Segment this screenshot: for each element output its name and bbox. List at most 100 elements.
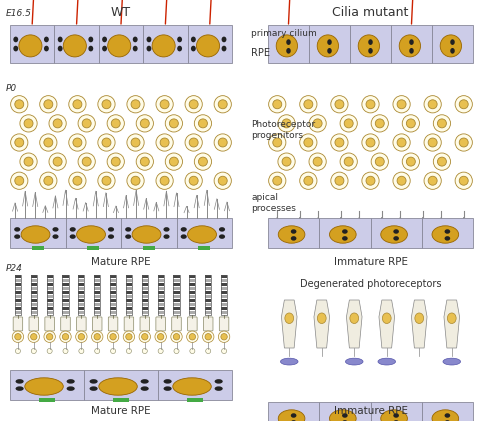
Bar — [142, 307, 147, 310]
Circle shape — [406, 157, 414, 166]
Bar — [94, 303, 100, 306]
Bar — [205, 275, 211, 278]
Circle shape — [218, 331, 229, 342]
Ellipse shape — [163, 379, 171, 384]
Circle shape — [221, 333, 227, 340]
Circle shape — [423, 96, 440, 113]
Bar — [62, 287, 68, 290]
Bar — [142, 291, 147, 294]
Circle shape — [458, 176, 467, 185]
Bar — [431, 25, 472, 63]
Circle shape — [76, 331, 87, 342]
Ellipse shape — [172, 378, 211, 395]
FancyBboxPatch shape — [219, 317, 228, 331]
Bar — [110, 303, 116, 306]
Ellipse shape — [329, 226, 355, 243]
Bar — [221, 283, 226, 286]
Ellipse shape — [89, 386, 98, 391]
Ellipse shape — [44, 37, 49, 42]
Circle shape — [198, 119, 207, 128]
Ellipse shape — [102, 46, 107, 51]
Ellipse shape — [342, 229, 347, 234]
Bar — [94, 275, 100, 315]
Bar — [142, 279, 147, 282]
Bar — [221, 279, 226, 282]
Bar — [15, 311, 21, 314]
Circle shape — [107, 153, 124, 170]
Circle shape — [374, 119, 384, 128]
Circle shape — [308, 153, 325, 170]
Circle shape — [361, 134, 378, 151]
Ellipse shape — [214, 379, 223, 384]
Circle shape — [125, 333, 132, 340]
Bar — [110, 311, 116, 314]
Ellipse shape — [190, 37, 195, 42]
Bar — [157, 295, 163, 298]
Bar — [157, 299, 163, 302]
Bar — [142, 287, 147, 290]
Circle shape — [40, 134, 57, 151]
Bar — [39, 398, 55, 402]
Circle shape — [334, 176, 343, 185]
Bar — [78, 307, 84, 310]
Bar — [31, 307, 37, 310]
Ellipse shape — [367, 48, 372, 54]
Circle shape — [73, 100, 81, 109]
Bar — [46, 287, 53, 290]
Circle shape — [110, 349, 115, 354]
Bar — [15, 287, 21, 290]
Circle shape — [127, 134, 144, 151]
Bar — [221, 299, 226, 302]
Ellipse shape — [392, 420, 398, 421]
Circle shape — [169, 119, 178, 128]
Bar — [205, 287, 211, 290]
Bar — [31, 283, 37, 286]
Bar — [157, 279, 163, 282]
Ellipse shape — [13, 37, 18, 42]
Bar — [113, 398, 129, 402]
Polygon shape — [313, 300, 329, 348]
Circle shape — [91, 331, 102, 342]
Ellipse shape — [44, 46, 49, 51]
Ellipse shape — [88, 37, 93, 42]
Ellipse shape — [69, 227, 76, 232]
Circle shape — [82, 119, 91, 128]
Ellipse shape — [66, 386, 75, 391]
Ellipse shape — [52, 234, 59, 239]
Text: apical
processes: apical processes — [250, 193, 295, 213]
Bar — [31, 287, 37, 290]
Circle shape — [402, 115, 419, 132]
Bar — [125, 307, 132, 310]
Bar — [31, 291, 37, 294]
Circle shape — [218, 176, 227, 185]
Circle shape — [186, 331, 198, 342]
Bar — [10, 25, 54, 63]
Circle shape — [427, 100, 436, 109]
Circle shape — [24, 157, 33, 166]
Circle shape — [102, 138, 111, 147]
Polygon shape — [346, 300, 361, 348]
FancyBboxPatch shape — [124, 317, 133, 331]
FancyBboxPatch shape — [45, 317, 54, 331]
Circle shape — [73, 176, 81, 185]
Circle shape — [49, 115, 66, 132]
Circle shape — [194, 115, 211, 132]
Bar — [125, 287, 132, 290]
Circle shape — [73, 138, 81, 147]
Circle shape — [299, 172, 316, 189]
Circle shape — [174, 349, 179, 354]
Bar — [349, 25, 390, 63]
Ellipse shape — [89, 379, 98, 384]
FancyBboxPatch shape — [61, 317, 70, 331]
Circle shape — [396, 176, 405, 185]
Bar — [173, 287, 179, 290]
Circle shape — [160, 138, 169, 147]
Ellipse shape — [290, 236, 296, 241]
Ellipse shape — [177, 37, 182, 42]
Ellipse shape — [342, 413, 347, 418]
Bar — [205, 303, 211, 306]
Bar — [142, 275, 147, 278]
Bar — [110, 279, 116, 282]
Ellipse shape — [132, 226, 161, 243]
Circle shape — [160, 176, 169, 185]
